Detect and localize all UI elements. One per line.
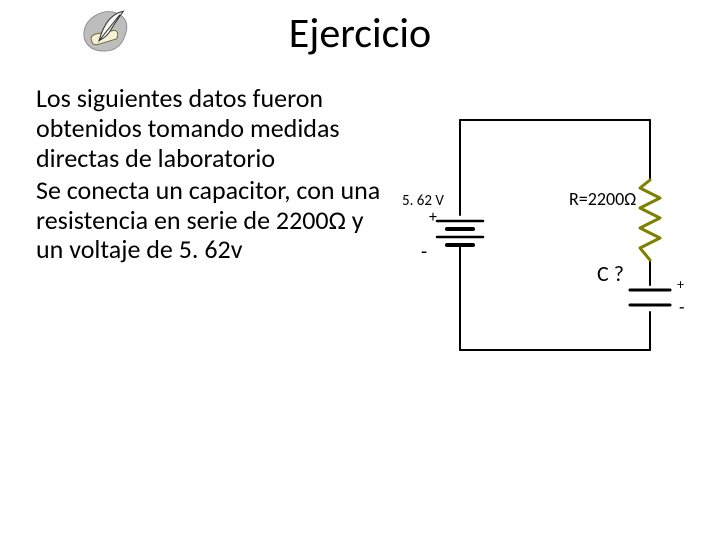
circuit-diagram: 5. 62 V + - R=2200Ω C ? + - bbox=[405, 100, 705, 400]
battery-plus: + bbox=[429, 208, 437, 227]
paragraph-2: Se conecta un capacitor, con una resiste… bbox=[36, 176, 386, 266]
cap-minus: - bbox=[679, 296, 685, 318]
label-voltage: 5. 62 V bbox=[402, 192, 444, 210]
battery-minus: - bbox=[421, 240, 427, 264]
body-text: Los siguientes datos fueron obtenidos to… bbox=[36, 84, 386, 267]
slide-title: Ejercicio bbox=[0, 8, 720, 59]
circuit-svg bbox=[405, 100, 705, 400]
label-capacitor: C ? bbox=[597, 260, 624, 287]
paragraph-1: Los siguientes datos fueron obtenidos to… bbox=[36, 84, 386, 174]
cap-plus: + bbox=[677, 276, 684, 293]
label-resistor: R=2200Ω bbox=[569, 188, 636, 210]
